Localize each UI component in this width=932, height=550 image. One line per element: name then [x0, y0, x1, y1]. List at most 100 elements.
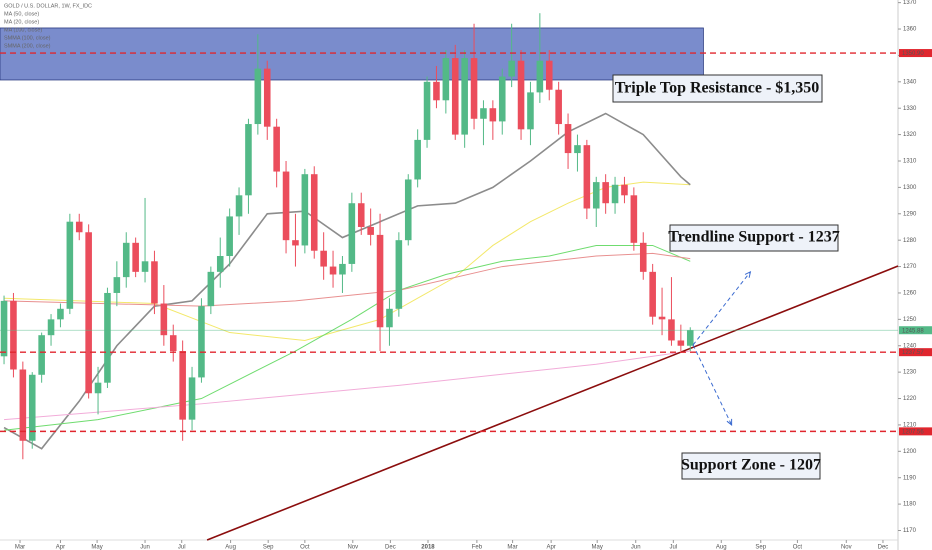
x-tick-label: Sep: [755, 545, 766, 550]
x-tick-label: Jul: [669, 545, 677, 550]
x-tick-label: Jul: [178, 545, 186, 550]
x-tick-label: Nov: [841, 545, 852, 550]
candle-body: [282, 171, 290, 241]
candle-body: [470, 58, 478, 119]
candle-body: [301, 174, 309, 246]
candle-body: [207, 271, 215, 307]
x-tick-label: Feb: [472, 545, 483, 550]
candle-body: [574, 145, 581, 154]
x-tick-label: Oct: [300, 545, 310, 550]
candle-body: [66, 221, 74, 309]
candle-body: [602, 182, 609, 204]
x-tick-label: Apr: [546, 545, 555, 550]
y-tick-label: 1370: [903, 0, 917, 6]
candle-body: [677, 340, 685, 346]
candle-body: [245, 124, 252, 196]
candle-body: [113, 277, 121, 293]
candle-body: [433, 81, 440, 101]
candle-body: [461, 58, 468, 135]
forecast-arrow: [692, 344, 733, 426]
y-tick-label: 1260: [903, 291, 917, 297]
y-tick-label: 1290: [903, 211, 917, 217]
candle-body: [0, 300, 8, 357]
candle-body: [122, 242, 130, 278]
candle-body: [527, 92, 534, 130]
price-label-box: [899, 326, 932, 335]
y-tick-label: 1360: [903, 27, 917, 33]
candle-body: [47, 319, 55, 336]
candle-body: [226, 216, 233, 257]
legend-entry: MA (20, close): [4, 19, 39, 25]
annotation: Triple Top Resistance - $1,350: [615, 80, 820, 97]
y-tick-label: 1200: [903, 449, 917, 455]
moving-average: [4, 350, 691, 421]
candle-body: [28, 374, 36, 441]
x-tick-label: Dec: [878, 545, 889, 550]
candle-body: [94, 382, 102, 394]
candle-body: [649, 271, 656, 317]
candle-body: [658, 316, 666, 320]
candle-body: [141, 261, 149, 272]
arrow-head: [726, 418, 733, 426]
candle-body: [583, 145, 591, 209]
candle-body: [263, 68, 271, 127]
x-tick-label: Nov: [347, 545, 358, 550]
candle-body: [386, 308, 393, 328]
candle-body: [169, 335, 177, 352]
arrow-head: [744, 270, 752, 278]
candle-body: [160, 303, 168, 336]
y-tick-label: 1300: [903, 185, 917, 191]
candle-body: [592, 182, 600, 209]
candle-body: [451, 58, 459, 135]
candle-body: [273, 126, 280, 172]
candle-body: [19, 369, 27, 441]
candle-body: [132, 242, 139, 272]
annotation: Trendline Support - 1237: [668, 229, 839, 246]
candle-body: [57, 308, 64, 320]
candle-body: [235, 195, 243, 217]
candle-body: [151, 261, 158, 304]
candle-body: [414, 139, 421, 180]
candle-body: [536, 60, 544, 93]
y-tick-label: 1320: [903, 132, 917, 138]
y-tick-label: 1180: [903, 502, 917, 508]
candle-body: [10, 300, 17, 370]
price-label: 1207.56: [902, 429, 924, 435]
candle-body: [545, 60, 553, 90]
x-tick-label: Jun: [140, 545, 150, 550]
annotations: Triple Top Resistance - $1,350 Trendline…: [612, 74, 840, 480]
candle-body: [508, 60, 515, 77]
annotation-box: [669, 224, 839, 252]
candle-body: [367, 226, 374, 235]
candle-body: [310, 174, 318, 251]
legend-entry: MA (100, close): [4, 27, 42, 33]
y-tick-label: 1280: [903, 238, 917, 244]
candle-body: [686, 330, 694, 346]
y-tick-label: 1230: [903, 370, 917, 376]
candle-body: [179, 351, 186, 420]
x-tick-label: Aug: [716, 545, 727, 550]
price-label-box: [899, 348, 932, 357]
candle-body: [423, 81, 431, 140]
price-label: 1350.90: [902, 51, 924, 57]
candle-body: [395, 240, 403, 309]
candle-body: [75, 221, 83, 233]
legend-entry: SMMA (200, close): [4, 43, 51, 49]
x-tick-label: May: [592, 545, 603, 550]
y-tick-label: 1220: [903, 396, 917, 402]
candle-body: [329, 266, 337, 275]
annotation-box: [681, 452, 821, 480]
annotation-box: [612, 74, 823, 103]
candle-body: [376, 234, 384, 328]
y-tick-label: 1340: [903, 79, 917, 85]
x-tick-label: Sep: [263, 545, 274, 550]
legend-entry: MA (50, close): [4, 11, 39, 17]
candle-body: [188, 377, 196, 420]
candle-body: [517, 60, 525, 130]
resistance-zone: [0, 27, 704, 81]
candle-body: [357, 203, 365, 227]
candle-body: [639, 242, 647, 272]
candle-body: [480, 108, 487, 119]
y-tick-label: 1170: [903, 528, 917, 534]
